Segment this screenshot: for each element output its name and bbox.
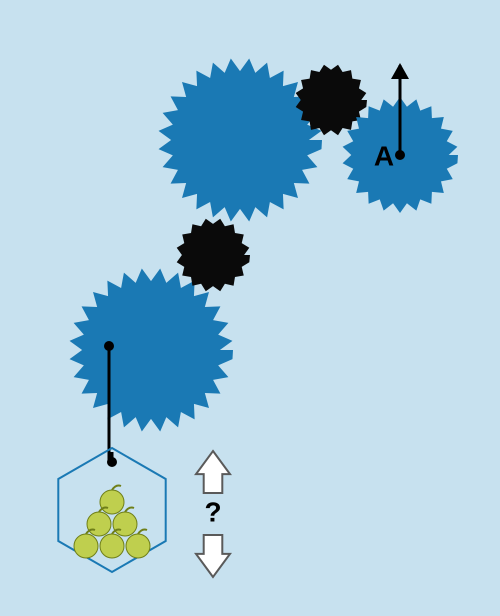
gear-bottom-large-pin — [104, 341, 114, 351]
gear-a-pin — [395, 150, 405, 160]
gear-a-label: A — [374, 140, 394, 171]
gear-top-large — [159, 59, 322, 222]
question-mark: ? — [204, 496, 221, 527]
diagram-canvas: A? — [0, 0, 500, 616]
basket-pin — [107, 457, 117, 467]
